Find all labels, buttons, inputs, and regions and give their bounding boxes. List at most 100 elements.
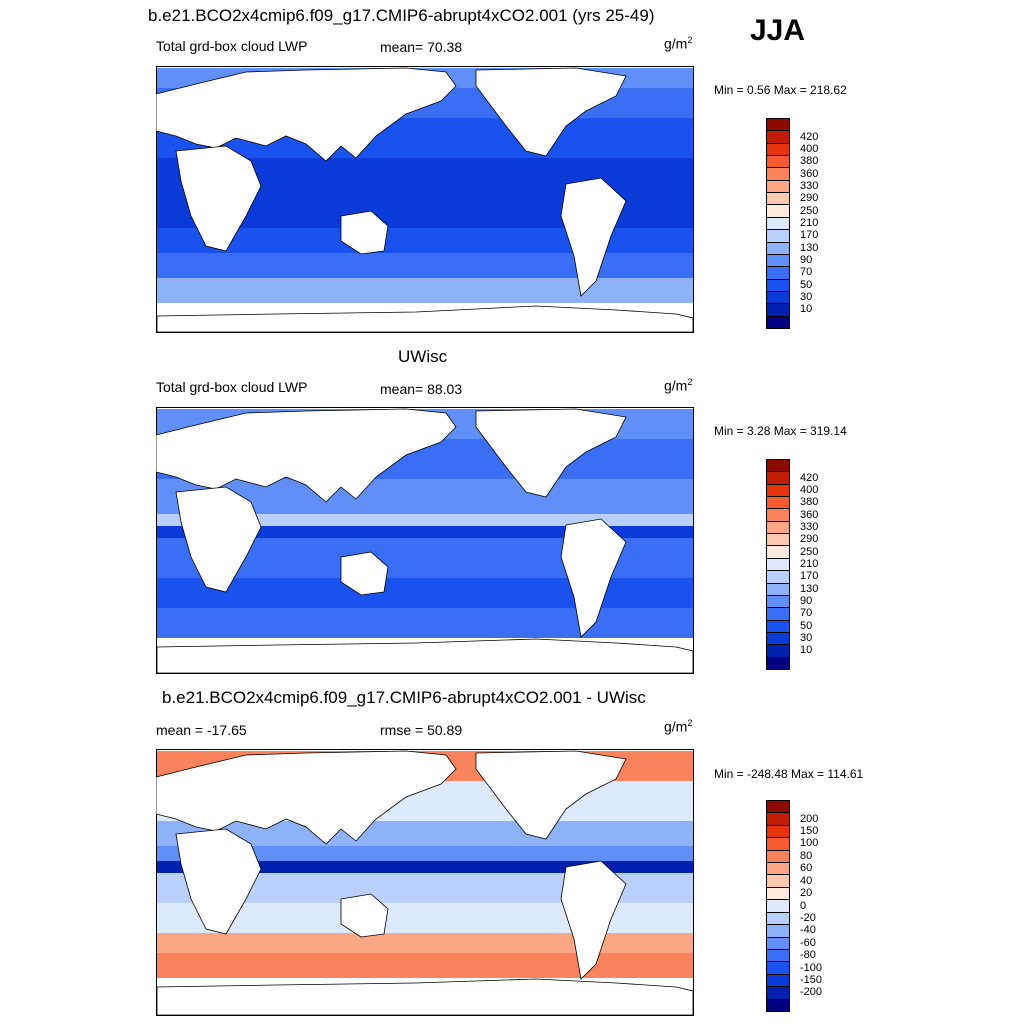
colorbar-segment xyxy=(766,862,790,876)
colorbar-segment xyxy=(766,800,790,814)
colorbar-tick-label: 10 xyxy=(800,303,813,316)
colorbar-segment xyxy=(766,471,790,485)
colorbar-segment xyxy=(766,607,790,621)
colorbar-segment xyxy=(766,849,790,864)
colorbar-segment xyxy=(766,192,790,206)
colorbar-segment xyxy=(766,631,790,646)
colorbar-tick-label: 90 xyxy=(800,595,813,608)
colorbar-tick-label: -200 xyxy=(800,986,823,999)
colorbar-segment xyxy=(766,508,790,522)
colorbar-tick-label: 150 xyxy=(800,825,819,838)
continents xyxy=(156,67,694,333)
continents xyxy=(156,408,694,674)
colorbar-tick-label: 70 xyxy=(800,607,813,620)
colorbar-tick-label: 130 xyxy=(800,241,819,254)
panel-1-title: b.e21.BCO2x4cmip6.f09_g17.CMIP6-abrupt4x… xyxy=(148,6,655,25)
panel-3-colorbar xyxy=(766,800,790,1012)
panel-1-variable-label: Total grd-box cloud LWP xyxy=(156,38,308,54)
colorbar-tick-label: 20 xyxy=(800,887,813,900)
colorbar-segment xyxy=(766,290,790,305)
colorbar-tick-label: 30 xyxy=(800,632,813,645)
panel-2-units: g/m2 xyxy=(664,377,693,394)
colorbar-tick-label: -40 xyxy=(800,924,816,937)
colorbar-segment xyxy=(766,179,790,194)
colorbar-tick-label: 210 xyxy=(800,558,819,570)
colorbar-tick-label: 330 xyxy=(800,520,819,533)
colorbar-tick-label: 360 xyxy=(800,167,819,180)
colorbar-tick-label: 10 xyxy=(800,644,813,657)
colorbar-tick-label: 380 xyxy=(800,155,819,168)
colorbar-tick-label: 210 xyxy=(800,217,819,229)
colorbar-tick-label: 170 xyxy=(800,570,819,583)
colorbar-segment xyxy=(766,496,790,510)
panel-2-title: UWisc xyxy=(398,347,448,366)
panel-3-minmax: Min = -248.48 Max = 114.61 xyxy=(714,767,864,781)
colorbar-segment xyxy=(766,459,790,473)
colorbar-tick-label: 60 xyxy=(800,862,813,875)
panel-3-map xyxy=(156,749,694,1016)
colorbar-segment xyxy=(766,533,790,547)
panel-2-colorbar xyxy=(766,459,790,670)
colorbar-segment xyxy=(766,216,790,231)
colorbar-tick-label: 200 xyxy=(800,812,819,825)
colorbar-segment xyxy=(766,570,790,584)
colorbar-segment xyxy=(766,142,790,157)
panel-2-variable-label: Total grd-box cloud LWP xyxy=(156,379,308,395)
colorbar-segment xyxy=(766,594,790,609)
panel-3-rmse-label: rmse = 50.89 xyxy=(380,722,463,738)
colorbar-segment xyxy=(766,998,790,1012)
colorbar-segment xyxy=(766,899,790,913)
colorbar-tick-label: 250 xyxy=(800,204,819,217)
colorbar-segment xyxy=(766,241,790,255)
colorbar-tick-label: 0 xyxy=(800,899,807,912)
colorbar-segment xyxy=(766,986,790,1000)
panel-1-minmax: Min = 0.56 Max = 218.62 xyxy=(714,83,847,97)
colorbar-tick-label: -60 xyxy=(800,936,816,949)
colorbar-tick-label: -80 xyxy=(800,949,816,962)
colorbar-segment xyxy=(766,266,790,280)
panel-1-units: g/m2 xyxy=(664,35,693,52)
colorbar-segment xyxy=(766,303,790,317)
panel-3-title: b.e21.BCO2x4cmip6.f09_g17.CMIP6-abrupt4x… xyxy=(162,688,646,707)
colorbar-segment xyxy=(766,936,790,950)
panel-3-units: g/m2 xyxy=(664,718,693,735)
panel-1-map xyxy=(156,66,694,333)
colorbar-tick-label: 170 xyxy=(800,229,819,242)
panel-1-colorbar xyxy=(766,118,790,329)
colorbar-segment xyxy=(766,812,790,826)
colorbar-segment xyxy=(766,315,790,329)
colorbar-tick-label: 50 xyxy=(800,278,813,291)
colorbar-segment xyxy=(766,229,790,243)
colorbar-segment xyxy=(766,155,790,169)
colorbar-segment xyxy=(766,644,790,658)
colorbar-segment xyxy=(766,973,790,988)
colorbar-segment xyxy=(766,924,790,938)
colorbar-segment xyxy=(766,557,790,572)
colorbar-segment xyxy=(766,118,790,132)
colorbar-segment xyxy=(766,948,790,963)
colorbar-tick-label: 420 xyxy=(800,471,819,484)
panel-2-minmax: Min = 3.28 Max = 319.14 xyxy=(714,424,847,438)
colorbar-segment xyxy=(766,619,790,633)
colorbar-tick-label: 420 xyxy=(800,130,819,143)
colorbar-segment xyxy=(766,582,790,596)
colorbar-segment xyxy=(766,545,790,559)
colorbar-tick-label: -100 xyxy=(800,961,823,974)
colorbar-segment xyxy=(766,961,790,975)
colorbar-tick-label: 40 xyxy=(800,874,813,887)
colorbar-segment xyxy=(766,824,790,839)
colorbar-tick-label: 80 xyxy=(800,849,813,862)
colorbar-segment xyxy=(766,483,790,498)
colorbar-segment xyxy=(766,253,790,268)
colorbar-tick-label: 330 xyxy=(800,179,819,192)
colorbar-segment xyxy=(766,656,790,670)
colorbar-tick-label: 290 xyxy=(800,533,819,546)
colorbar-segment xyxy=(766,278,790,292)
colorbar-tick-label: 290 xyxy=(800,192,819,205)
colorbar-tick-label: 360 xyxy=(800,508,819,521)
colorbar-segment xyxy=(766,911,790,926)
colorbar-tick-label: 380 xyxy=(800,496,819,509)
colorbar-tick-label: 70 xyxy=(800,266,813,279)
colorbar-tick-label: 400 xyxy=(800,483,819,496)
panel-1-mean-label: mean= 70.38 xyxy=(380,39,463,55)
